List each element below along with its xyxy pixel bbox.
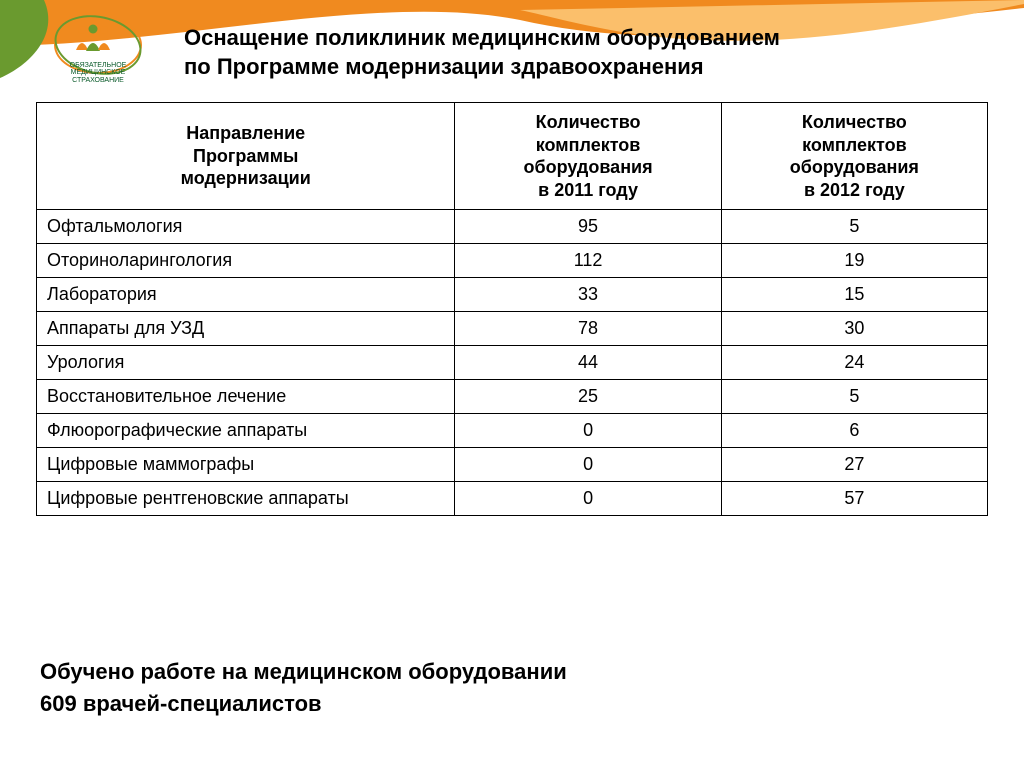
row-2011: 112 <box>455 244 721 278</box>
equipment-table: НаправлениеПрограммымодернизации Количес… <box>36 102 988 516</box>
row-2011: 78 <box>455 312 721 346</box>
equipment-table-container: НаправлениеПрограммымодернизации Количес… <box>36 102 988 516</box>
table-row: Урология4424 <box>37 346 988 380</box>
row-label: Цифровые рентгеновские аппараты <box>37 482 455 516</box>
table-row: Офтальмология955 <box>37 210 988 244</box>
footer-note: Обучено работе на медицинском оборудован… <box>40 656 567 720</box>
table-row: Цифровые маммографы027 <box>37 448 988 482</box>
row-2011: 25 <box>455 380 721 414</box>
row-label: Аппараты для УЗД <box>37 312 455 346</box>
table-row: Оториноларингология11219 <box>37 244 988 278</box>
col-header-direction: НаправлениеПрограммымодернизации <box>37 103 455 210</box>
row-label: Урология <box>37 346 455 380</box>
row-2012: 24 <box>721 346 987 380</box>
table-row: Восстановительное лечение255 <box>37 380 988 414</box>
row-2012: 57 <box>721 482 987 516</box>
row-2012: 5 <box>721 210 987 244</box>
table-row: Цифровые рентгеновские аппараты057 <box>37 482 988 516</box>
row-label: Флюорографические аппараты <box>37 414 455 448</box>
logo-text-1: ОБЯЗАТЕЛЬНОЕ <box>70 62 127 69</box>
row-label: Оториноларингология <box>37 244 455 278</box>
row-2011: 33 <box>455 278 721 312</box>
table-row: Аппараты для УЗД7830 <box>37 312 988 346</box>
row-label: Лаборатория <box>37 278 455 312</box>
table-header-row: НаправлениеПрограммымодернизации Количес… <box>37 103 988 210</box>
col-header-2012: Количествокомплектовоборудованияв 2012 г… <box>721 103 987 210</box>
logo-text-2: МЕДИЦИНСКОЕ <box>71 69 126 76</box>
row-2011: 44 <box>455 346 721 380</box>
logo-text-3: СТРАХОВАНИЕ <box>72 77 124 84</box>
row-2012: 15 <box>721 278 987 312</box>
row-2012: 30 <box>721 312 987 346</box>
title-line-2: по Программе модернизации здравоохранени… <box>184 54 704 79</box>
row-2012: 19 <box>721 244 987 278</box>
row-2011: 0 <box>455 414 721 448</box>
row-label: Цифровые маммографы <box>37 448 455 482</box>
table-row: Флюорографические аппараты06 <box>37 414 988 448</box>
row-2011: 0 <box>455 482 721 516</box>
row-2012: 5 <box>721 380 987 414</box>
footer-line-1: Обучено работе на медицинском оборудован… <box>40 656 567 688</box>
row-2012: 27 <box>721 448 987 482</box>
row-label: Офтальмология <box>37 210 455 244</box>
title-line-1: Оснащение поликлиник медицинским оборудо… <box>184 25 780 50</box>
row-2012: 6 <box>721 414 987 448</box>
row-label: Восстановительное лечение <box>37 380 455 414</box>
footer-line-2: 609 врачей-специалистов <box>40 688 567 720</box>
row-2011: 95 <box>455 210 721 244</box>
slide-title: Оснащение поликлиник медицинским оборудо… <box>184 24 994 81</box>
oms-logo: ОБЯЗАТЕЛЬНОЕ МЕДИЦИНСКОЕ СТРАХОВАНИЕ <box>48 14 148 89</box>
col-header-2011: Количествокомплектовоборудованияв 2011 г… <box>455 103 721 210</box>
table-row: Лаборатория3315 <box>37 278 988 312</box>
row-2011: 0 <box>455 448 721 482</box>
people-icon <box>70 24 116 52</box>
